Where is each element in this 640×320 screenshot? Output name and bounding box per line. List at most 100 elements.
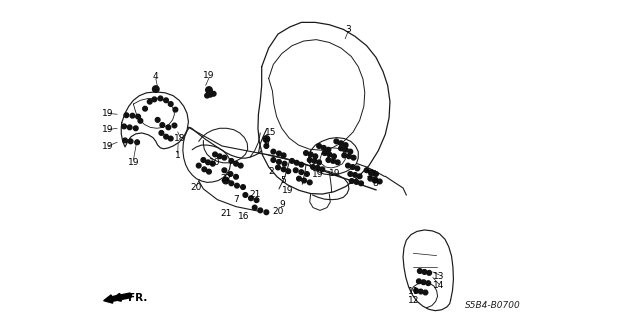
Circle shape	[202, 167, 207, 172]
Circle shape	[138, 118, 143, 123]
Circle shape	[378, 179, 382, 184]
Circle shape	[282, 167, 286, 172]
Circle shape	[211, 92, 216, 96]
Circle shape	[201, 158, 205, 162]
Circle shape	[297, 176, 301, 181]
Circle shape	[173, 107, 178, 112]
Circle shape	[238, 163, 243, 168]
Circle shape	[414, 288, 419, 293]
Text: 6: 6	[264, 138, 269, 147]
Circle shape	[166, 125, 171, 130]
Circle shape	[276, 160, 282, 164]
Text: 21: 21	[220, 209, 232, 218]
Circle shape	[276, 151, 282, 156]
Circle shape	[158, 96, 163, 101]
Text: 19: 19	[127, 158, 139, 167]
Circle shape	[122, 124, 127, 129]
Circle shape	[310, 165, 316, 169]
Circle shape	[419, 289, 423, 294]
Text: 18: 18	[174, 134, 186, 143]
Circle shape	[426, 281, 431, 285]
Circle shape	[364, 168, 369, 172]
Circle shape	[307, 180, 312, 185]
Circle shape	[343, 143, 348, 148]
Circle shape	[263, 136, 269, 142]
Circle shape	[317, 160, 321, 165]
Circle shape	[234, 161, 238, 166]
Circle shape	[156, 117, 160, 122]
Circle shape	[369, 171, 374, 175]
Circle shape	[294, 160, 299, 165]
Text: 1: 1	[175, 151, 180, 160]
Text: FR.: FR.	[128, 293, 147, 303]
Circle shape	[369, 170, 374, 174]
Text: 2: 2	[268, 167, 274, 176]
Text: 10: 10	[209, 158, 221, 167]
Circle shape	[348, 172, 353, 176]
Text: 17: 17	[365, 171, 377, 180]
Text: 7: 7	[233, 195, 239, 204]
Circle shape	[222, 155, 227, 160]
Circle shape	[313, 154, 317, 159]
Circle shape	[316, 165, 320, 170]
Circle shape	[326, 148, 331, 152]
Text: 20: 20	[273, 207, 284, 216]
Circle shape	[271, 158, 276, 162]
Text: 19: 19	[102, 109, 113, 118]
Circle shape	[207, 89, 211, 93]
Circle shape	[348, 149, 353, 154]
Text: 8: 8	[372, 179, 378, 188]
Text: S5B4-B0700: S5B4-B0700	[465, 301, 520, 310]
Circle shape	[264, 210, 269, 215]
Text: 15: 15	[265, 128, 276, 138]
Circle shape	[196, 163, 201, 168]
Circle shape	[346, 163, 350, 168]
Text: 11: 11	[408, 287, 419, 296]
Text: 13: 13	[433, 272, 445, 281]
Text: 9: 9	[280, 200, 285, 209]
Circle shape	[205, 160, 211, 165]
Circle shape	[372, 178, 378, 182]
Circle shape	[326, 158, 331, 162]
Circle shape	[128, 139, 133, 144]
Text: 22: 22	[220, 174, 232, 183]
Circle shape	[299, 170, 303, 174]
Circle shape	[282, 161, 287, 166]
Circle shape	[290, 159, 294, 163]
FancyArrow shape	[104, 293, 131, 303]
Circle shape	[286, 169, 291, 173]
Circle shape	[282, 153, 286, 158]
Circle shape	[212, 152, 218, 157]
Circle shape	[164, 134, 168, 139]
Circle shape	[342, 153, 347, 158]
Circle shape	[208, 92, 212, 97]
Circle shape	[130, 113, 135, 118]
Text: 14: 14	[433, 282, 445, 291]
Text: 12: 12	[408, 296, 419, 305]
Circle shape	[417, 269, 422, 273]
Text: 19: 19	[312, 171, 323, 180]
Circle shape	[252, 205, 257, 210]
Circle shape	[317, 144, 321, 148]
Circle shape	[299, 162, 303, 167]
Circle shape	[164, 98, 168, 103]
Circle shape	[234, 174, 238, 179]
Circle shape	[264, 144, 269, 148]
Text: 19: 19	[102, 141, 113, 150]
Circle shape	[372, 177, 378, 183]
Circle shape	[321, 146, 326, 150]
Circle shape	[339, 141, 343, 146]
Text: 19: 19	[204, 71, 215, 80]
Circle shape	[160, 123, 164, 127]
Text: 19: 19	[329, 170, 340, 179]
Text: 19: 19	[102, 125, 113, 134]
Text: 19: 19	[282, 186, 293, 195]
Circle shape	[172, 123, 177, 128]
Circle shape	[357, 174, 362, 179]
Circle shape	[417, 279, 421, 284]
Circle shape	[349, 179, 354, 183]
Circle shape	[229, 181, 234, 186]
Circle shape	[124, 113, 129, 117]
Circle shape	[302, 178, 307, 183]
Circle shape	[303, 151, 308, 155]
